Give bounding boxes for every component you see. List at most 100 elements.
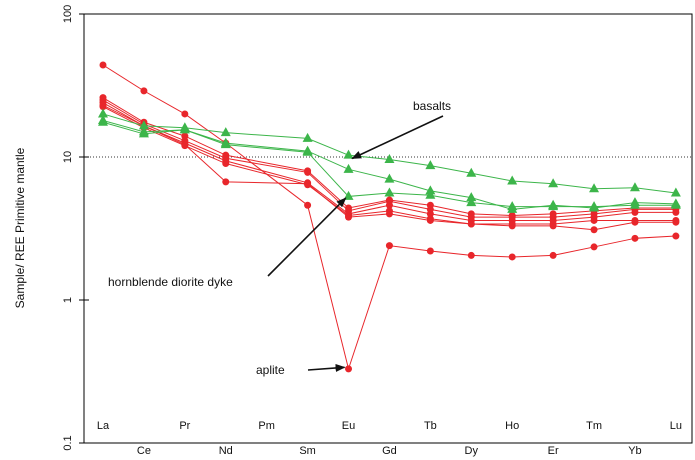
series-line bbox=[102, 64, 676, 371]
data-point bbox=[181, 110, 189, 118]
data-point bbox=[590, 216, 598, 224]
x-tick-label: Gd bbox=[382, 445, 397, 457]
data-point bbox=[426, 210, 434, 218]
data-point bbox=[345, 365, 353, 373]
data-point bbox=[629, 182, 640, 192]
x-tick-label: Tm bbox=[586, 420, 602, 432]
data-point bbox=[548, 178, 559, 188]
data-point bbox=[385, 201, 393, 209]
data-point bbox=[384, 154, 395, 164]
data-point bbox=[426, 247, 434, 255]
data-point bbox=[467, 220, 475, 228]
data-point bbox=[343, 149, 354, 159]
data-point bbox=[98, 108, 108, 118]
data-point bbox=[467, 251, 475, 259]
y-tick: 10 bbox=[62, 151, 89, 163]
data-point bbox=[385, 210, 393, 218]
data-point bbox=[99, 61, 107, 69]
data-point bbox=[426, 216, 434, 224]
data-point bbox=[179, 124, 190, 134]
data-point bbox=[220, 139, 231, 149]
x-tick-label: Sm bbox=[299, 445, 316, 457]
annotation-label: basalts bbox=[413, 99, 451, 113]
data-point bbox=[98, 116, 108, 126]
series bbox=[98, 108, 681, 197]
plot-frame bbox=[83, 13, 693, 444]
data-point bbox=[549, 251, 557, 259]
data-point bbox=[385, 242, 393, 250]
data-point bbox=[507, 201, 518, 211]
data-point bbox=[466, 197, 477, 207]
series-line bbox=[102, 113, 676, 194]
data-point bbox=[508, 222, 516, 230]
data-point bbox=[220, 127, 231, 137]
data-point bbox=[222, 178, 230, 186]
series-line bbox=[102, 97, 676, 216]
y-tick: 0.1 bbox=[62, 435, 84, 451]
y-tick-label: 0.1 bbox=[62, 435, 74, 450]
y-axis-ticks: 0.1 1 10 100 bbox=[62, 5, 89, 451]
data-point bbox=[304, 201, 312, 209]
y-tick-label: 100 bbox=[62, 5, 74, 23]
data-point bbox=[672, 232, 680, 240]
data-point bbox=[425, 160, 436, 170]
annotation-layer: basalts hornblende diorite dyke aplite bbox=[108, 99, 451, 377]
data-point bbox=[590, 243, 598, 251]
series-line bbox=[102, 106, 676, 225]
data-point bbox=[343, 163, 354, 173]
series-line bbox=[102, 121, 676, 208]
x-tick-label: Ce bbox=[137, 445, 151, 457]
annotation: basalts bbox=[351, 99, 451, 160]
data-point bbox=[425, 189, 436, 199]
data-point bbox=[304, 180, 312, 188]
series-line bbox=[102, 104, 676, 231]
data-point bbox=[672, 218, 680, 226]
series-layer bbox=[98, 61, 681, 373]
data-point bbox=[222, 160, 230, 168]
y-tick-label: 1 bbox=[62, 297, 74, 303]
data-point bbox=[670, 187, 681, 197]
y-tick-label: 10 bbox=[62, 151, 74, 163]
data-point bbox=[138, 128, 149, 138]
data-point bbox=[181, 141, 189, 149]
data-point bbox=[670, 199, 681, 209]
y-tick: 100 bbox=[62, 5, 84, 23]
data-point bbox=[384, 173, 395, 183]
series-line bbox=[102, 102, 676, 221]
data-point bbox=[548, 201, 559, 211]
x-tick-label: Tb bbox=[424, 420, 437, 432]
annotation-arrow bbox=[307, 363, 346, 372]
data-point bbox=[466, 192, 477, 202]
data-point bbox=[508, 253, 516, 261]
x-tick-label: Lu bbox=[670, 420, 682, 432]
data-point bbox=[631, 208, 639, 216]
x-tick-label: Nd bbox=[219, 445, 233, 457]
x-tick-label: Ho bbox=[505, 420, 519, 432]
x-tick-label: Yb bbox=[628, 445, 641, 457]
data-point bbox=[631, 218, 639, 226]
series bbox=[98, 116, 681, 211]
series-line bbox=[102, 99, 676, 218]
x-tick-label: Er bbox=[548, 445, 559, 457]
annotation-label: hornblende diorite dyke bbox=[108, 275, 233, 289]
data-point bbox=[672, 208, 680, 216]
annotation-label: aplite bbox=[256, 363, 285, 377]
data-point bbox=[384, 187, 395, 197]
data-point bbox=[507, 175, 518, 185]
data-point bbox=[549, 222, 557, 230]
x-axis-labels: La Ce Pr Nd Pm Sm Eu Gd Tb Dy Ho Er Tm Yb Lu bbox=[97, 420, 682, 457]
data-point bbox=[99, 101, 107, 109]
y-tick: 1 bbox=[62, 297, 89, 303]
x-tick-label: La bbox=[97, 420, 110, 432]
data-point bbox=[589, 183, 600, 193]
data-point bbox=[138, 120, 149, 130]
data-point bbox=[629, 199, 640, 209]
data-point bbox=[302, 132, 313, 142]
data-point bbox=[631, 234, 639, 242]
x-tick-label: Pm bbox=[258, 420, 275, 432]
x-tick-label: Eu bbox=[342, 420, 355, 432]
data-point bbox=[466, 167, 477, 177]
annotation: aplite bbox=[256, 363, 346, 377]
data-point bbox=[590, 226, 598, 234]
